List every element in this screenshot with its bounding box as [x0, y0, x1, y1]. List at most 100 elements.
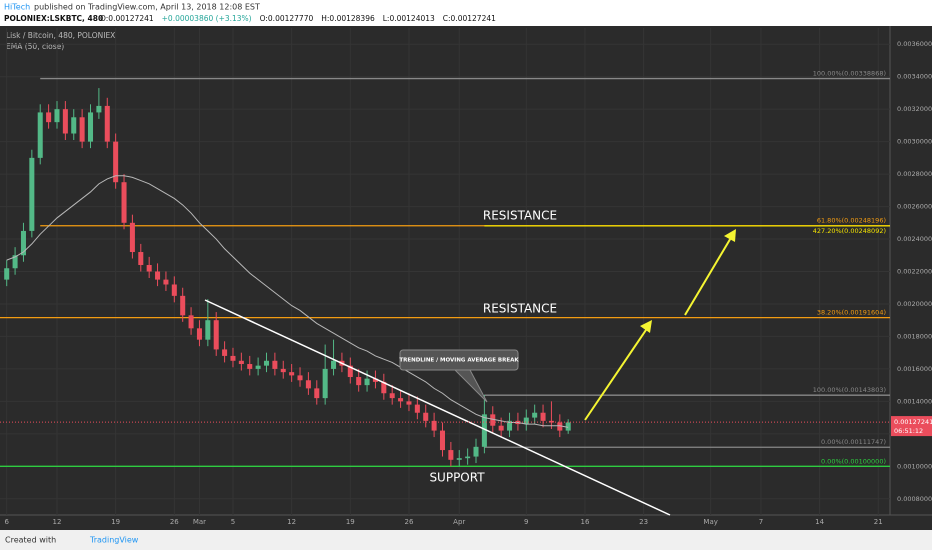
candle-body: [171, 284, 177, 296]
quote-item: +0.00003860 (+3.13%): [162, 14, 252, 23]
fib-label: 38.20%(0.00191604): [817, 309, 886, 317]
x-tick-label: 26: [170, 518, 179, 526]
x-tick-label: 16: [580, 518, 589, 526]
candle-body: [364, 378, 370, 386]
last-price-box: [891, 416, 932, 437]
x-tick-label: 19: [346, 518, 355, 526]
x-tick-label: 5: [231, 518, 235, 526]
candle-body: [205, 320, 211, 340]
candle-body: [238, 360, 244, 365]
fib-label: 0.00%(0.00100000): [821, 457, 886, 465]
x-tick-label: 7: [759, 518, 763, 526]
candle-body: [565, 422, 571, 431]
candle-body: [71, 117, 77, 134]
ema-line: [6, 175, 569, 428]
x-tick-label: Mar: [193, 518, 206, 526]
candle-body: [414, 404, 420, 413]
arrow: [584, 326, 649, 421]
resistance-label: RESISTANCE: [483, 302, 557, 316]
x-tick-label: 6: [4, 518, 9, 526]
footer-created: Created with: [5, 536, 56, 545]
candle-body: [389, 393, 395, 399]
x-tick-label: 21: [874, 518, 883, 526]
candle-body: [4, 268, 10, 280]
candle-body: [431, 420, 437, 431]
quote-item: O:0.00127241: [100, 14, 154, 23]
candle-body: [372, 378, 378, 382]
candle-body: [222, 349, 228, 356]
x-tick-label: May: [703, 518, 717, 526]
chart-title: Lisk / Bitcoin, 480, POLONIEX: [6, 31, 115, 40]
candle-body: [54, 109, 60, 123]
candle-body: [247, 364, 253, 369]
symbol: POLONIEX:LSKBTC, 480: [4, 14, 103, 23]
x-tick-label: 12: [287, 518, 296, 526]
candle-body: [314, 388, 320, 399]
candle-body: [356, 377, 362, 386]
callout-text: TRENDLINE / MOVING AVERAGE BREAK: [399, 358, 519, 364]
candle-body: [557, 422, 563, 431]
candle-body: [548, 420, 554, 423]
candle-body: [20, 230, 26, 256]
candle-body: [12, 255, 18, 269]
candle-body: [448, 450, 454, 460]
fib-label: 61.80%(0.00248196): [817, 217, 886, 225]
candle-body: [406, 401, 412, 405]
arrowhead: [724, 229, 736, 242]
candle-body: [398, 398, 404, 402]
candle-body: [540, 412, 546, 421]
candle-body: [62, 109, 68, 134]
arrow: [684, 235, 733, 316]
candle-body: [180, 295, 186, 316]
arrowhead: [640, 320, 652, 333]
candle-body: [138, 252, 144, 266]
x-tick-label: 19: [111, 518, 120, 526]
trendline: [204, 299, 671, 516]
fib-label: 0.00%(0.00111747): [821, 438, 886, 446]
candle-body: [481, 414, 487, 447]
candle-body: [129, 222, 135, 253]
y-tick-label: 0.00080000: [897, 495, 932, 503]
resistance-label: RESISTANCE: [483, 209, 557, 223]
candle-body: [423, 412, 429, 421]
x-tick-label: 9: [524, 518, 528, 526]
candle-body: [465, 456, 471, 459]
candle-body: [79, 117, 85, 142]
candle-body: [498, 425, 504, 431]
indicator: EMA (50, close): [6, 42, 64, 51]
candle-body: [255, 365, 261, 369]
candle-body: [113, 141, 119, 183]
x-tick-label: Apr: [453, 518, 465, 526]
quote-item: H:0.00128396: [321, 14, 375, 23]
levels: 100.00%(0.00338868) 61.80%(0.00248196) 427…: [0, 70, 890, 467]
candle-body: [439, 430, 445, 451]
candle-body: [305, 380, 311, 389]
candle-body: [289, 372, 295, 376]
candle-body: [29, 157, 35, 231]
candle-body: [188, 315, 194, 329]
x-tick-label: 12: [53, 518, 62, 526]
candle-body: [104, 105, 110, 142]
candle-body: [87, 112, 94, 142]
callout-pointer: [453, 369, 488, 403]
candle-body: [297, 375, 303, 381]
candle-body: [532, 412, 538, 418]
footer-bg: [0, 530, 932, 550]
footer-brand[interactable]: TradingView: [89, 536, 139, 545]
fib-label: 427.20%(0.00248092): [813, 227, 886, 235]
candle-body: [230, 355, 236, 361]
author: HiTech: [4, 3, 30, 12]
candle-body: [490, 414, 496, 426]
candle-body: [96, 105, 102, 113]
fib-label: 100.00%(0.00338868): [813, 70, 886, 78]
